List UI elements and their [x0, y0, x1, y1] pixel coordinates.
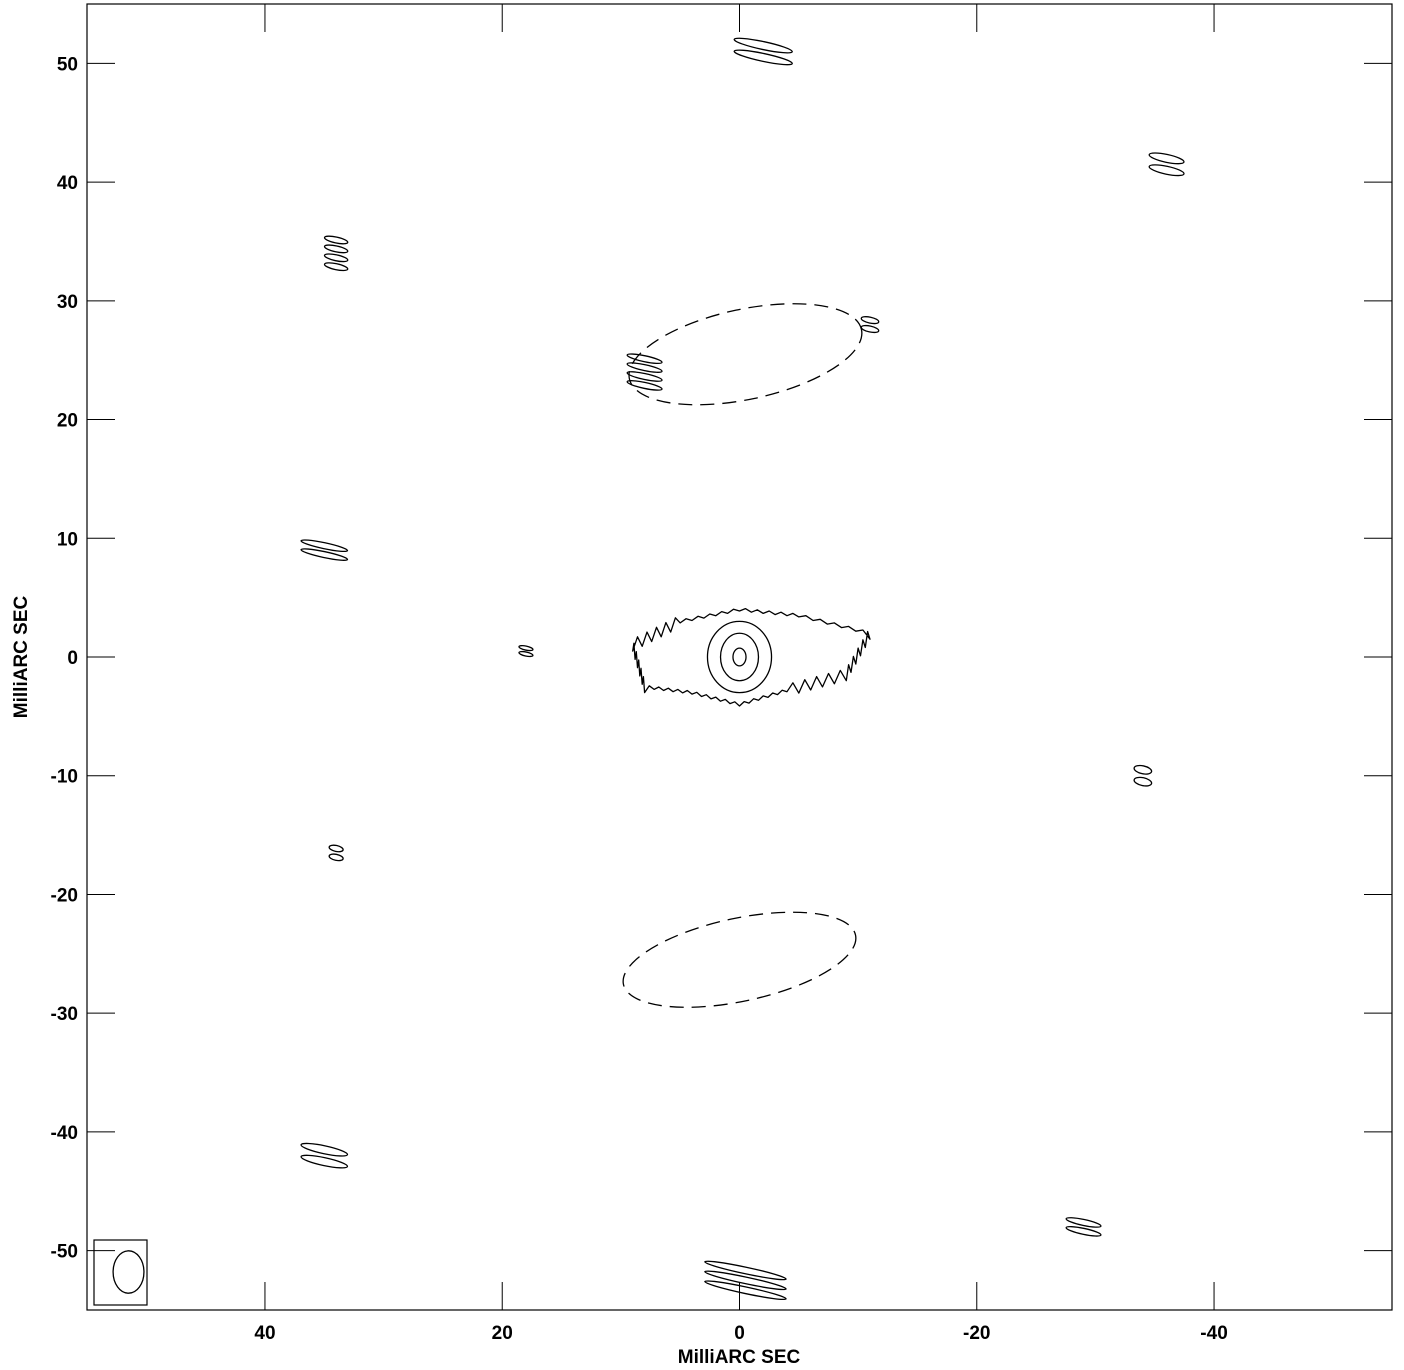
x-tick-label: 20 [492, 1323, 513, 1344]
y-tick-label: 40 [57, 173, 78, 194]
sidelobe-contour [1133, 764, 1153, 775]
y-tick-labels: 50 40 30 20 10 0 -10 -20 -30 -40 -50 [51, 54, 78, 1262]
sidelobe-contour [1065, 1225, 1102, 1237]
sidelobe-contour [323, 253, 349, 263]
x-tick-label: -40 [1200, 1323, 1227, 1344]
sidelobe-contour [1148, 152, 1185, 165]
y-tick-label: -10 [51, 767, 78, 788]
x-tick-label: -20 [963, 1323, 990, 1344]
sidelobe-contour [704, 1260, 787, 1281]
sidelobe-contour [328, 844, 344, 853]
x-axis-title: MilliARC SEC [678, 1347, 801, 1368]
sidelobe-contour [626, 362, 663, 373]
outer-contour [632, 607, 871, 707]
y-tick-label: 50 [57, 54, 78, 75]
sidelobe-contour [300, 539, 349, 553]
sidelobe-contour [1148, 164, 1185, 177]
y-tick-label: 10 [57, 529, 78, 550]
y-tick-label: -50 [51, 1242, 78, 1263]
sidelobe-contour [1065, 1217, 1102, 1228]
sidelobe-contour [733, 37, 793, 54]
plot-frame [86, 3, 1393, 1311]
beam-shape [112, 1250, 145, 1294]
sidelobe-contour [860, 316, 880, 325]
y-tick-label: 30 [57, 292, 78, 313]
axis-ticks [87, 4, 1392, 1310]
sidelobe-contour [328, 853, 344, 862]
x-tick-label: 0 [734, 1323, 745, 1344]
sidelobe-contour [626, 353, 663, 365]
core-contour [732, 647, 747, 667]
negative-contour [622, 911, 857, 1008]
y-tick-label: -20 [51, 885, 78, 906]
contour-lines [300, 37, 1185, 1301]
sidelobe-contour [323, 262, 349, 272]
x-tick-labels: 40 20 0 -20 -40 [254, 1323, 1227, 1344]
core-contour [706, 620, 773, 694]
sidelobe-contour [518, 650, 534, 658]
y-tick-label: 0 [67, 648, 78, 669]
sidelobe-contour [300, 1142, 349, 1157]
sidelobe-contour [300, 548, 349, 561]
sidelobe-contour [323, 235, 349, 245]
sidelobe-contour [300, 1154, 349, 1169]
sidelobe-contour [518, 644, 534, 652]
core-contour [719, 632, 760, 682]
sidelobe-contour [733, 49, 793, 66]
sidelobe-contour [1133, 776, 1153, 787]
sidelobe-contour [626, 380, 663, 391]
sidelobe-contour [626, 371, 663, 382]
beam-ellipse [93, 1239, 148, 1306]
y-tick-label: -40 [51, 1123, 78, 1144]
y-tick-label: -30 [51, 1004, 78, 1025]
sidelobe-contour [704, 1270, 787, 1291]
x-tick-label: 40 [254, 1323, 275, 1344]
sidelobe-contour [323, 244, 349, 254]
beam-box [93, 1239, 148, 1306]
sidelobe-contour [860, 324, 880, 334]
sidelobe-contour [704, 1280, 787, 1301]
y-tick-label: 20 [57, 411, 78, 432]
y-axis-title: MilliARC SEC [11, 595, 32, 718]
negative-contour [628, 303, 863, 406]
